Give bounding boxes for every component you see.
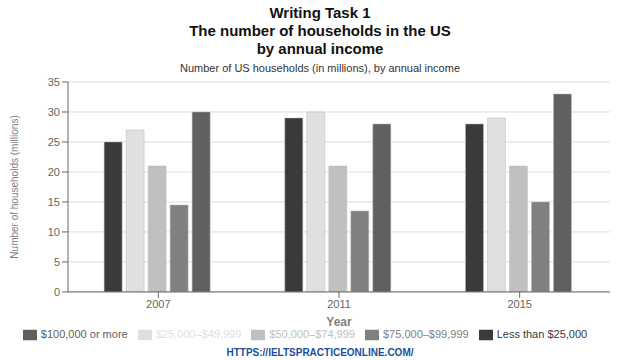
svg-text:Year: Year bbox=[326, 315, 352, 329]
html-text:Writing Task 1 The number of h: Writing Task 1 The number of households … bbox=[189, 4, 451, 57]
svg-text:0: 0 bbox=[54, 286, 60, 298]
svg-text:20: 20 bbox=[48, 166, 60, 178]
svg-text:25: 25 bbox=[48, 136, 60, 148]
svg-text:2015: 2015 bbox=[507, 298, 531, 310]
html-text:HTTPS://IELTSPRACTICEONLINE.CO: HTTPS://IELTSPRACTICEONLINE.COM/ bbox=[226, 347, 414, 358]
svg-text:Number of households (millions: Number of households (millions) bbox=[9, 115, 20, 258]
html-text:$75,000–$99,999: $75,000–$99,999 bbox=[383, 327, 469, 340]
html-text:Less than $25,000: Less than $25,000 bbox=[496, 327, 588, 340]
html-text:$25,000–$49,999: $25,000–$49,999 bbox=[155, 327, 242, 340]
svg-text:10: 10 bbox=[48, 226, 60, 238]
svg-text:2011: 2011 bbox=[327, 298, 351, 310]
html-text:$100,000 or more: $100,000 or more bbox=[40, 327, 128, 340]
html-text:$50,000–$74,999: $50,000–$74,999 bbox=[269, 327, 355, 340]
svg-text:35: 35 bbox=[48, 76, 60, 88]
html-text:Number of US households (in mi: Number of US households (in millions), b… bbox=[180, 62, 460, 74]
svg-text:5: 5 bbox=[54, 256, 60, 268]
svg-text:15: 15 bbox=[48, 196, 60, 208]
svg-text:2007: 2007 bbox=[146, 298, 170, 310]
svg-text:30: 30 bbox=[48, 106, 60, 118]
